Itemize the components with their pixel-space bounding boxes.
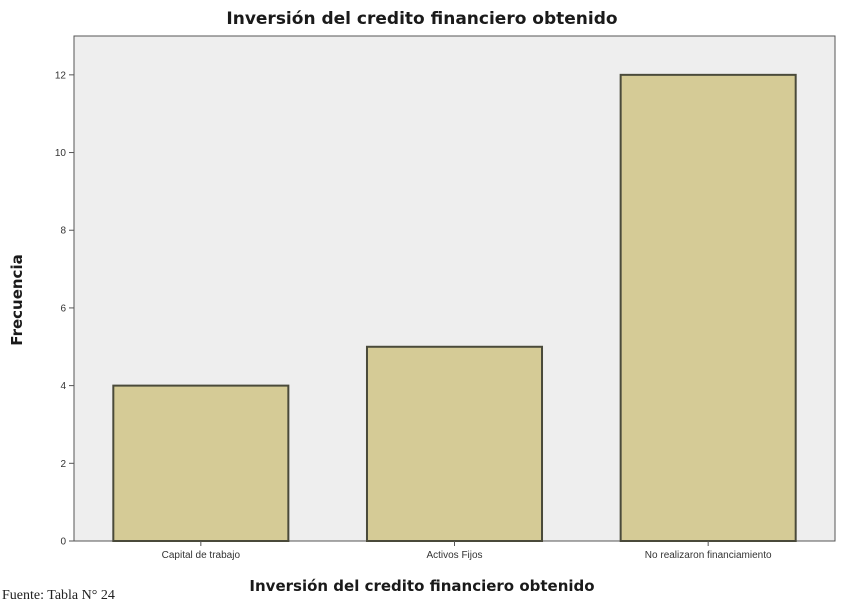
bar <box>112 384 290 542</box>
y-axis-title: Frecuencia <box>8 254 26 345</box>
bars <box>112 73 797 542</box>
x-tick-label: Activos Fijos <box>426 550 482 561</box>
y-axis: 0 2 4 6 8 10 12 <box>55 70 74 548</box>
y-tick-label: 10 <box>55 148 67 159</box>
x-tick-label: No realizaron financiamiento <box>645 550 772 561</box>
bar <box>619 73 797 542</box>
y-tick-label: 0 <box>60 537 66 548</box>
y-tick-label: 8 <box>60 226 66 237</box>
y-tick-label: 6 <box>60 303 66 314</box>
bar <box>365 345 544 542</box>
y-tick-label: 12 <box>55 70 67 81</box>
x-axis-title: Inversión del credito financiero obtenid… <box>249 577 594 595</box>
x-tick-label: Capital de trabajo <box>162 550 241 561</box>
y-tick-label: 4 <box>60 381 66 392</box>
source-note: Fuente: Tabla N° 24 <box>2 588 115 603</box>
x-axis: Capital de trabajo Activos Fijos No realiz… <box>162 541 772 561</box>
y-tick-label: 2 <box>60 459 66 470</box>
chart-title: Inversión del credito financiero obtenid… <box>226 9 617 29</box>
